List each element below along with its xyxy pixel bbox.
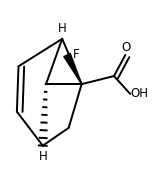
Text: F: F: [73, 48, 79, 61]
Text: O: O: [121, 41, 131, 54]
Text: H: H: [58, 22, 67, 35]
Text: OH: OH: [130, 87, 148, 100]
Text: H: H: [38, 150, 47, 163]
Polygon shape: [64, 53, 82, 84]
